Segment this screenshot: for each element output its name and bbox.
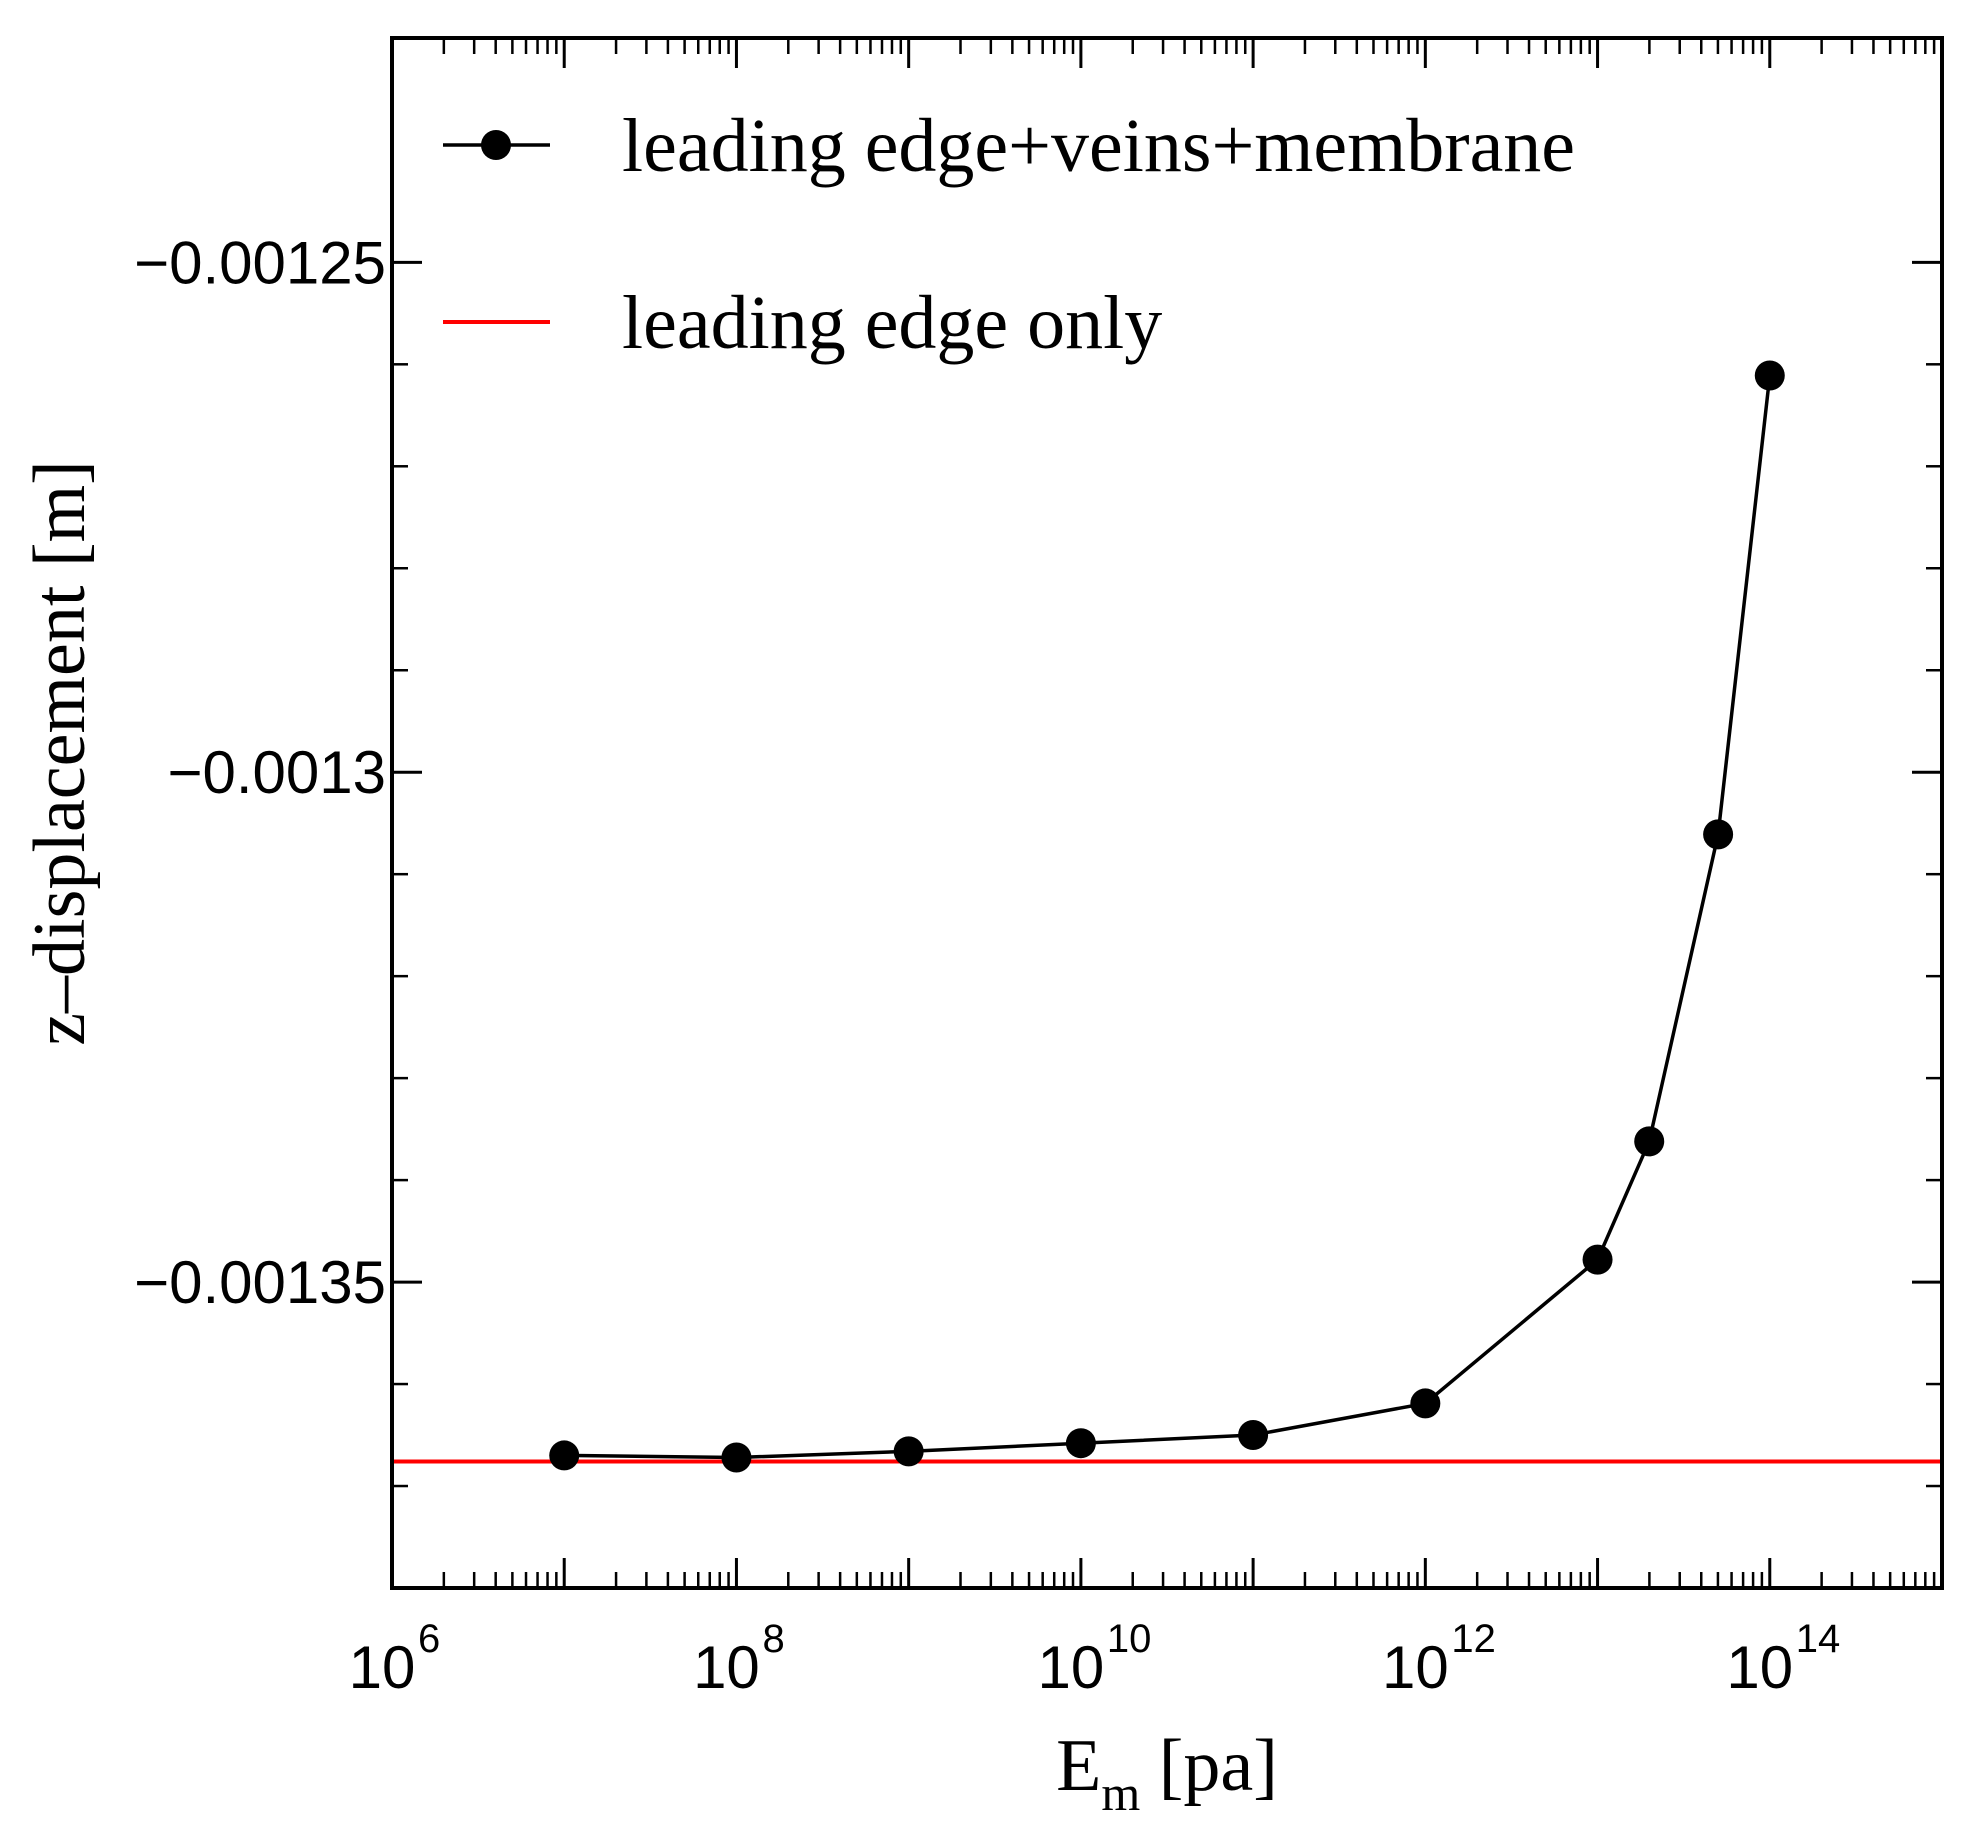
x-tick-label-base: 10 xyxy=(1382,1634,1449,1701)
x-tick-label: 10 8 xyxy=(693,1617,785,1701)
legend-label-leading-edge-veins-membrane: leading edge+veins+membrane xyxy=(622,104,1575,188)
series-line-leading-edge-veins-membrane xyxy=(564,375,1772,1460)
x-tick-label: 10 12 xyxy=(1382,1617,1496,1701)
y-axis-title: z–displacement [m] xyxy=(19,460,101,1046)
data-point xyxy=(893,1436,924,1467)
data-point xyxy=(1634,1126,1665,1157)
x-tick-label-exponent: 14 xyxy=(1796,1617,1841,1661)
x-axis-title-unit: [pa] xyxy=(1140,1725,1278,1807)
x-tick-label: 10 6 xyxy=(349,1617,441,1701)
legend: leading edge+veins+membrane leading edge … xyxy=(443,104,1575,365)
x-axis-title-subscript: m xyxy=(1101,1765,1140,1821)
x-tick-label-exponent: 6 xyxy=(418,1617,440,1661)
y-tick-label: −0.00125 xyxy=(134,229,386,296)
axis-ticks xyxy=(390,38,1944,1588)
x-tick-label-exponent: 10 xyxy=(1107,1617,1152,1661)
plot-frame xyxy=(390,36,1944,1590)
x-tick-label: 10 10 xyxy=(1038,1617,1152,1701)
x-axis-title-main: E xyxy=(1056,1725,1101,1807)
legend-swatch-marker xyxy=(481,130,511,160)
data-point xyxy=(1238,1420,1269,1451)
x-tick-label-base: 10 xyxy=(1726,1634,1793,1701)
x-axis-title: Em [pa] xyxy=(1056,1725,1278,1821)
data-point xyxy=(1582,1244,1613,1275)
legend-label-leading-edge-only: leading edge only xyxy=(622,281,1162,365)
x-tick-label: 10 14 xyxy=(1726,1617,1840,1701)
x-tick-label-base: 10 xyxy=(693,1634,760,1701)
data-point xyxy=(721,1442,752,1473)
y-tick-label: −0.00135 xyxy=(134,1249,386,1316)
x-tick-label-base: 10 xyxy=(1038,1634,1105,1701)
data-point xyxy=(1065,1428,1096,1459)
data-point xyxy=(549,1440,580,1471)
x-tick-label-base: 10 xyxy=(349,1634,416,1701)
data-point xyxy=(1410,1388,1441,1419)
data-point xyxy=(1703,819,1734,850)
y-tick-label: −0.0013 xyxy=(167,739,386,806)
data-point xyxy=(1754,360,1785,391)
x-tick-label-exponent: 8 xyxy=(762,1617,784,1661)
x-tick-label-exponent: 12 xyxy=(1451,1617,1496,1661)
